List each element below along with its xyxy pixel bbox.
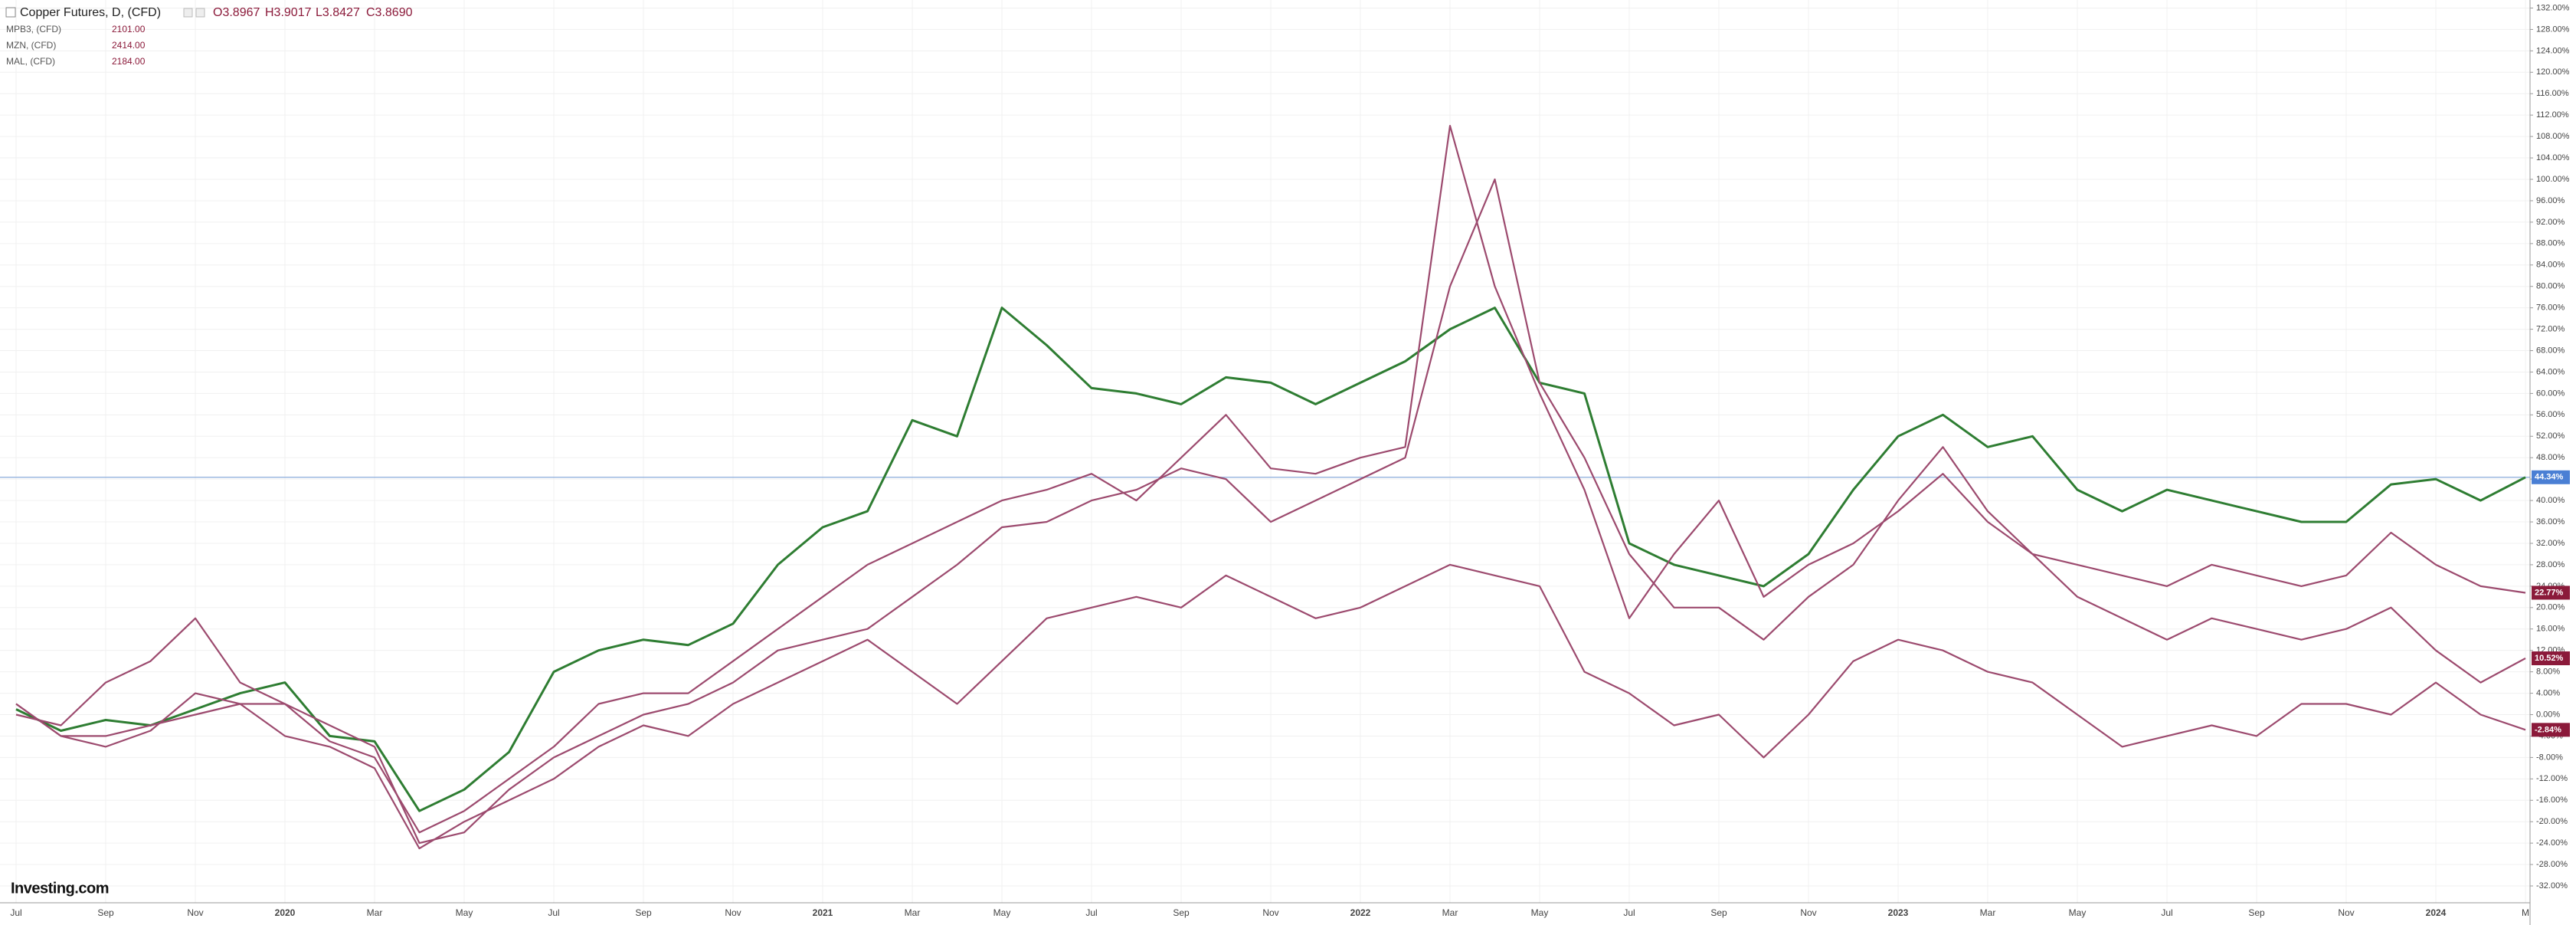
low-value: L3.8427 (316, 6, 360, 19)
x-tick-label: Sep (97, 907, 114, 918)
y-tick-label: 108.00% (2536, 132, 2570, 141)
y-tick-label: 72.00% (2536, 324, 2565, 333)
y-tick-label: 4.00% (2536, 688, 2560, 697)
y-tick-label: -16.00% (2536, 795, 2568, 805)
y-tick-label: 112.00% (2536, 110, 2569, 120)
high-value: H3.9017 (265, 6, 312, 19)
legend-name: MZN, (CFD) (6, 40, 56, 51)
x-tick-label: Jul (1085, 907, 1097, 918)
x-tick-label: Mar (1980, 907, 1996, 918)
x-tick-label: 2021 (813, 907, 833, 918)
y-tick-label: 84.00% (2536, 261, 2565, 270)
x-tick-label: Sep (2248, 907, 2265, 918)
legend-value: 2184.00 (112, 56, 146, 67)
x-tick-label: 2024 (2426, 907, 2447, 918)
value-label-bg (2532, 651, 2570, 666)
y-tick-label: 32.00% (2536, 539, 2565, 548)
y-tick-label: 120.00% (2536, 67, 2570, 77)
y-tick-label: -32.00% (2536, 881, 2568, 891)
x-tick-label: Sep (1173, 907, 1190, 918)
x-tick-label: Nov (187, 907, 203, 918)
y-tick-label: 16.00% (2536, 625, 2565, 634)
grid (0, 0, 2530, 903)
collapse-icon[interactable] (5, 7, 16, 18)
value-label-bg (2532, 470, 2570, 484)
y-tick-label: 60.00% (2536, 389, 2565, 398)
y-tick-label: 132.00% (2536, 3, 2570, 12)
series-line (15, 563, 2526, 850)
y-tick-label: 128.00% (2536, 25, 2570, 34)
y-tick-label: 92.00% (2536, 218, 2565, 227)
value-label: 22.77% (2535, 588, 2564, 597)
x-tick-label: Nov (1800, 907, 1816, 918)
y-tick-label: -20.00% (2536, 817, 2568, 826)
y-tick-label: 88.00% (2536, 239, 2565, 248)
x-tick-label: 2023 (1888, 907, 1909, 918)
y-tick-label: 36.00% (2536, 517, 2565, 526)
x-tick-label: Jul (1623, 907, 1635, 918)
y-tick-label: 116.00% (2536, 89, 2569, 98)
value-label: 44.34% (2535, 473, 2564, 482)
y-tick-label: 56.00% (2536, 410, 2565, 419)
y-tick-label: 80.00% (2536, 282, 2565, 291)
x-tick-label: May (456, 907, 473, 918)
y-tick-label: 20.00% (2536, 603, 2565, 612)
y-tick-label: 100.00% (2536, 175, 2570, 184)
x-tick-label: Mar (1442, 907, 1458, 918)
x-tick-label: 2022 (1350, 907, 1371, 918)
chart-title: Copper Futures, D, (CFD) (20, 6, 161, 19)
y-tick-label: 0.00% (2536, 710, 2560, 719)
y-tick-label: -24.00% (2536, 838, 2568, 848)
y-tick-label: -12.00% (2536, 774, 2568, 783)
x-tick-label: Nov (725, 907, 741, 918)
x-tick-label: May (993, 907, 1011, 918)
y-tick-label: 52.00% (2536, 431, 2565, 441)
value-label: -2.84% (2535, 725, 2561, 734)
legend-value: 2414.00 (112, 40, 146, 51)
open-value: O3.8967 (213, 6, 260, 19)
settings-icon[interactable] (183, 8, 193, 18)
value-label-bg (2532, 586, 2570, 600)
x-tick-label: May (2069, 907, 2087, 918)
series-line (15, 125, 2526, 834)
legend-name: MAL, (CFD) (6, 56, 55, 67)
y-tick-label: 8.00% (2536, 668, 2560, 677)
y-tick-label: -28.00% (2536, 860, 2568, 869)
logo: Investing.com (11, 880, 109, 897)
plot-area (15, 125, 2526, 850)
y-tick-label: 104.00% (2536, 153, 2570, 162)
x-tick-label: May (1531, 907, 1549, 918)
y-tick-label: 28.00% (2536, 560, 2565, 569)
legend-value: 2101.00 (112, 24, 146, 34)
y-tick-label: 40.00% (2536, 496, 2565, 505)
close-value: C3.8690 (366, 6, 413, 19)
x-tick-label: Sep (1710, 907, 1727, 918)
x-tick-label: Mar (367, 907, 383, 918)
x-tick-label: Jul (2161, 907, 2172, 918)
y-tick-label: 68.00% (2536, 346, 2565, 355)
x-tick-label: Sep (635, 907, 652, 918)
y-tick-label: 96.00% (2536, 196, 2565, 205)
y-tick-label: -8.00% (2536, 753, 2563, 762)
x-tick-label: Jul (548, 907, 559, 918)
close-icon[interactable] (195, 8, 205, 18)
x-tick-label: 2020 (275, 907, 296, 918)
x-tick-label: Nov (2338, 907, 2354, 918)
value-label: 10.52% (2535, 654, 2564, 663)
x-tick-label: M (2522, 907, 2529, 918)
y-tick-label: 76.00% (2536, 303, 2565, 313)
y-tick-label: 64.00% (2536, 367, 2565, 376)
y-tick-label: 124.00% (2536, 46, 2570, 55)
x-tick-label: Mar (905, 907, 921, 918)
y-tick-label: 48.00% (2536, 453, 2565, 462)
x-tick-label: Nov (1262, 907, 1278, 918)
series-line (15, 307, 2526, 812)
value-label-bg (2532, 723, 2570, 737)
legend-name: MPB3, (CFD) (6, 24, 61, 34)
x-tick-label: Jul (10, 907, 21, 918)
